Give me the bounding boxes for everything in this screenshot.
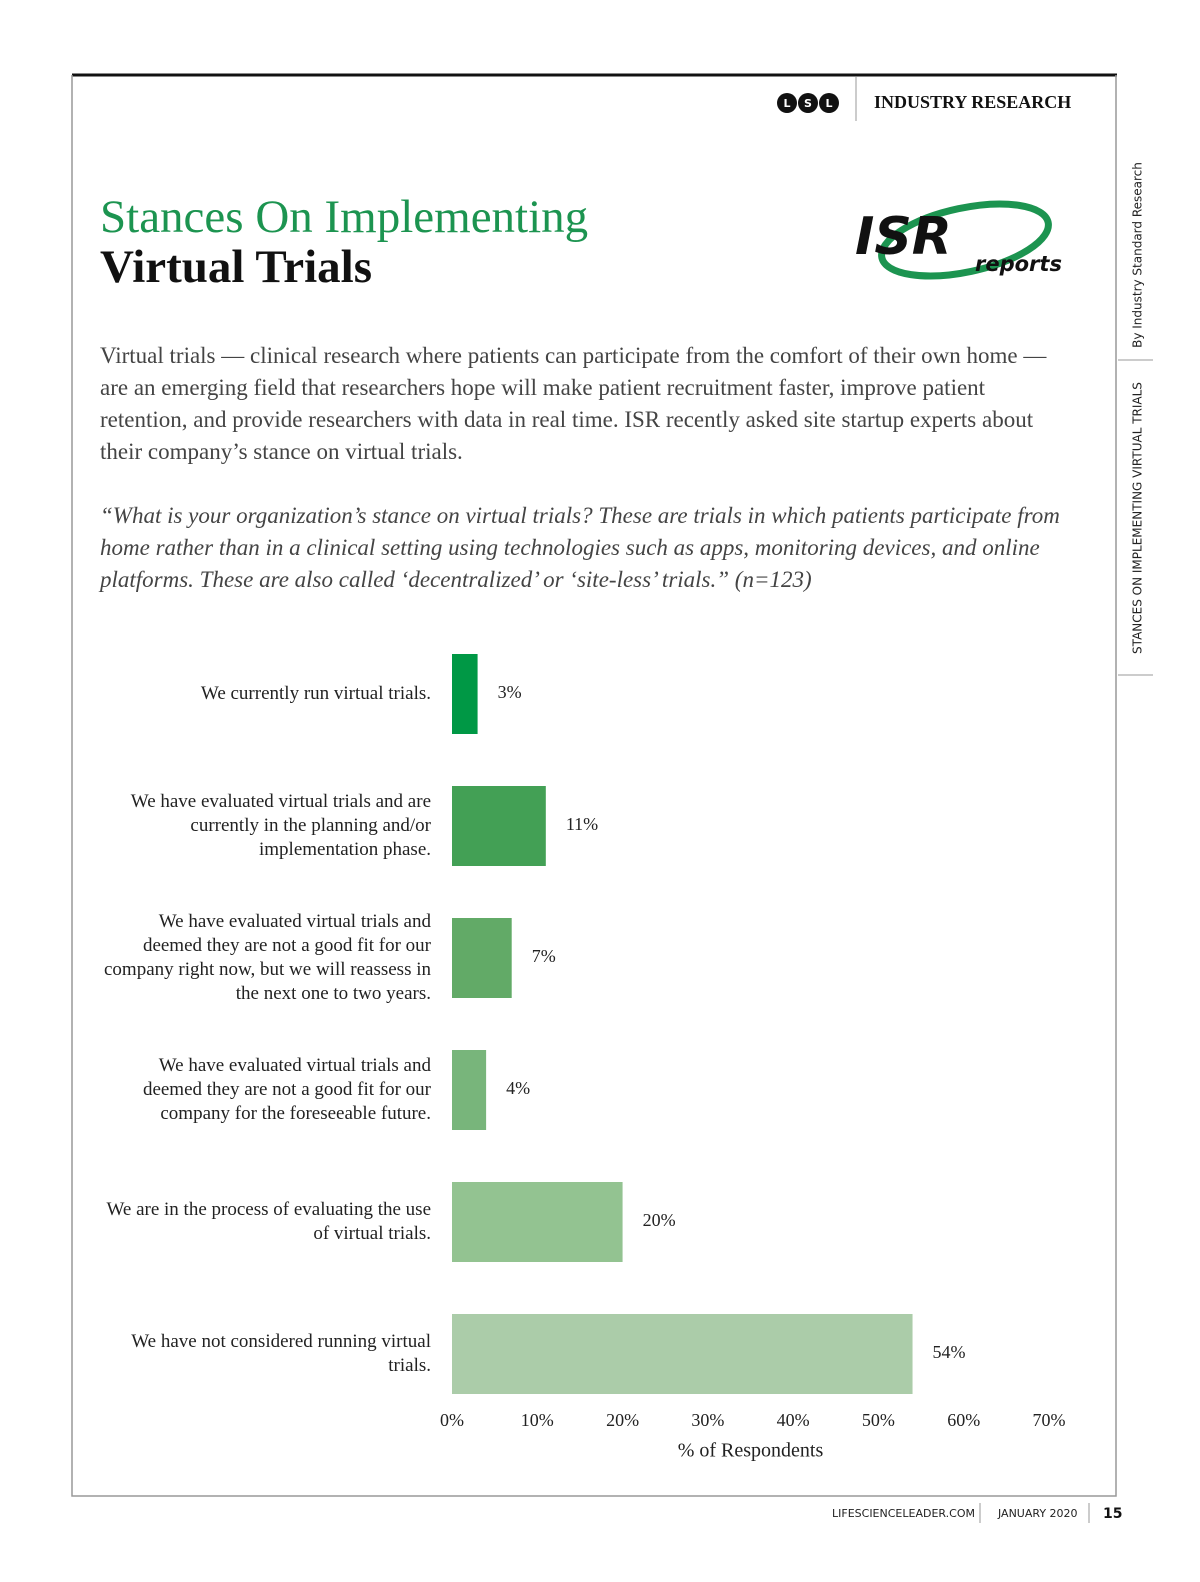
category-label: We are in the process of evaluating the … <box>106 1199 431 1244</box>
footer-date: JANUARY 2020 <box>997 1507 1078 1520</box>
title-line2: Virtual Trials <box>100 241 372 293</box>
logo-dot <box>777 93 797 113</box>
section-label: INDUSTRY RESEARCH <box>874 92 1071 112</box>
bar <box>452 1050 487 1130</box>
title-line1: Stances On Implementing <box>100 191 589 243</box>
side-by: By Industry Standard Research <box>1131 162 1145 348</box>
value-label: 20% <box>643 1210 676 1230</box>
x-tick-label: 60% <box>947 1410 980 1430</box>
logo-dot <box>798 93 818 113</box>
x-tick-label: 10% <box>521 1410 554 1430</box>
bar <box>452 918 512 998</box>
bar <box>452 1182 623 1262</box>
question: “What is your organization’s stance on v… <box>100 503 1060 592</box>
category-label: We have evaluated virtual trials and dee… <box>104 911 431 1004</box>
logo-letter: S <box>804 97 812 110</box>
value-label: 3% <box>498 682 522 702</box>
category-label: We currently run virtual trials. <box>200 683 431 704</box>
bar <box>452 654 478 734</box>
x-axis-label: % of Respondents <box>678 1440 824 1462</box>
logo-swoosh <box>878 200 1052 280</box>
x-tick-label: 70% <box>1033 1410 1066 1430</box>
value-label: 11% <box>566 814 598 834</box>
side-topic: STANCES ON IMPLEMENTING VIRTUAL TRIALS <box>1131 382 1145 654</box>
border <box>71 75 1117 1497</box>
logo-letter: L <box>783 97 790 110</box>
isr-logo: ISR reports <box>855 200 1062 280</box>
bar <box>452 786 546 866</box>
x-tick-label: 20% <box>606 1410 639 1430</box>
footer-site: LIFESCIENCELEADER.COM <box>832 1507 975 1520</box>
value-label: 7% <box>532 946 556 966</box>
logo-sub: reports <box>975 252 1062 276</box>
intro: Virtual trials — clinical research where… <box>100 343 1047 464</box>
logo-letter: L <box>825 97 832 110</box>
category-label: We have evaluated virtual trials and are… <box>130 791 431 860</box>
header-logo: L S L <box>777 93 839 113</box>
logo-dot <box>819 93 839 113</box>
value-label: 54% <box>933 1342 966 1362</box>
x-tick-label: 50% <box>862 1410 895 1430</box>
logo-main: ISR <box>855 207 952 267</box>
x-tick-label: 30% <box>691 1410 724 1430</box>
page-number: 15 <box>1103 1506 1122 1522</box>
category-label: We have evaluated virtual trials and dee… <box>142 1055 431 1124</box>
bar <box>452 1314 913 1394</box>
category-label: We have not considered running virtual t… <box>131 1331 431 1376</box>
value-label: 4% <box>506 1078 530 1098</box>
x-tick-label: 0% <box>440 1410 464 1430</box>
x-tick-label: 40% <box>777 1410 810 1430</box>
